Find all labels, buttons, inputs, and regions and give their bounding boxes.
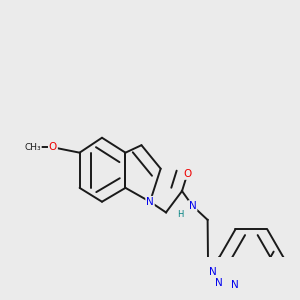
Text: O: O [49, 142, 57, 152]
Text: N: N [146, 197, 154, 207]
Text: CH₃: CH₃ [24, 143, 41, 152]
Text: O: O [183, 169, 191, 179]
Text: N: N [209, 267, 217, 277]
Text: N: N [232, 280, 239, 290]
Text: N: N [215, 278, 223, 288]
Text: N: N [189, 201, 196, 211]
Text: H: H [177, 209, 183, 218]
